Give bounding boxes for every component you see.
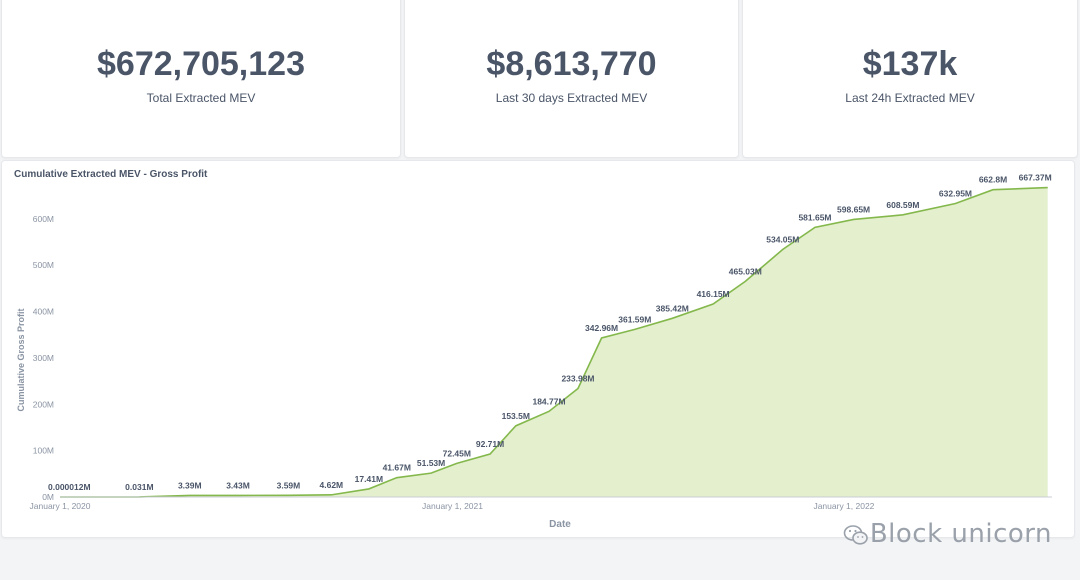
- x-tick-label: January 1, 2020: [30, 501, 91, 511]
- x-tick-label: January 1, 2021: [422, 501, 483, 511]
- kpi-label-30-days: Last 30 days Extracted MEV: [495, 91, 648, 105]
- y-axis-title: Cumulative Gross Profit: [16, 308, 26, 411]
- data-label: 3.39M: [178, 480, 202, 490]
- data-label: 662.8M: [979, 175, 1007, 185]
- data-label: 72.45M: [443, 448, 471, 458]
- y-tick-label: 500M: [33, 260, 54, 270]
- data-label: 0.031M: [125, 482, 153, 492]
- chart-title: Cumulative Extracted MEV - Gross Profit: [14, 169, 208, 180]
- y-tick-label: 100M: [33, 446, 54, 456]
- y-tick-label: 0M: [42, 492, 54, 502]
- data-label: 92.71M: [476, 439, 504, 449]
- data-label: 342.96M: [585, 323, 618, 333]
- chart-card: Cumulative Extracted MEV - Gross Profit …: [1, 160, 1075, 538]
- x-axis-title: Date: [549, 519, 571, 530]
- data-label: 4.62M: [320, 480, 344, 490]
- y-tick-label: 600M: [33, 214, 54, 224]
- kpi-card-total: $672,705,123 Total Extracted MEV: [1, 0, 401, 158]
- watermark: Block unicorn: [869, 519, 1052, 549]
- data-label: 51.53M: [417, 458, 445, 468]
- data-label: 233.98M: [561, 374, 594, 384]
- data-label: 581.65M: [798, 212, 831, 222]
- data-label: 608.59M: [886, 200, 919, 210]
- data-label: 598.65M: [837, 204, 870, 214]
- data-label: 153.5M: [502, 411, 530, 421]
- data-label: 184.77M: [532, 396, 565, 406]
- data-label: 3.43M: [226, 480, 250, 490]
- kpi-label-24h: Last 24h Extracted MEV: [845, 91, 975, 105]
- data-label: 632.95M: [939, 189, 972, 199]
- y-tick-label: 400M: [33, 307, 54, 317]
- data-label: 361.59M: [618, 314, 651, 324]
- area-fill: [60, 187, 1048, 497]
- series-line: [59, 186, 1048, 498]
- wechat-logo-icon: [843, 525, 868, 545]
- data-label: 385.42M: [656, 303, 689, 313]
- kpi-value-total: $672,705,123: [97, 45, 305, 83]
- y-tick-label: 300M: [33, 353, 54, 363]
- data-label: 667.37M: [1019, 173, 1052, 183]
- data-label: 465.03M: [729, 266, 762, 276]
- data-label: 0.000012M: [48, 482, 91, 492]
- data-label: 3.59M: [277, 480, 301, 490]
- cumulative-mev-chart: 0M 100M 200M 300M 400M 500M 600M January 1, 202…: [16, 173, 1052, 530]
- kpi-value-30-days: $8,613,770: [486, 45, 657, 83]
- data-label: 416.15M: [697, 289, 730, 299]
- kpi-value-24h: $137k: [862, 45, 958, 83]
- data-label: 534.05M: [766, 234, 799, 244]
- data-label: 41.67M: [383, 463, 411, 473]
- x-tick-label: January 1, 2022: [813, 501, 874, 511]
- y-tick-label: 200M: [33, 399, 54, 409]
- data-label: 17.41M: [355, 474, 383, 484]
- kpi-card-30-days: $8,613,770 Last 30 days Extracted MEV: [404, 0, 739, 158]
- kpi-label-total: Total Extracted MEV: [146, 91, 256, 105]
- kpi-card-24h: $137k Last 24h Extracted MEV: [742, 0, 1078, 158]
